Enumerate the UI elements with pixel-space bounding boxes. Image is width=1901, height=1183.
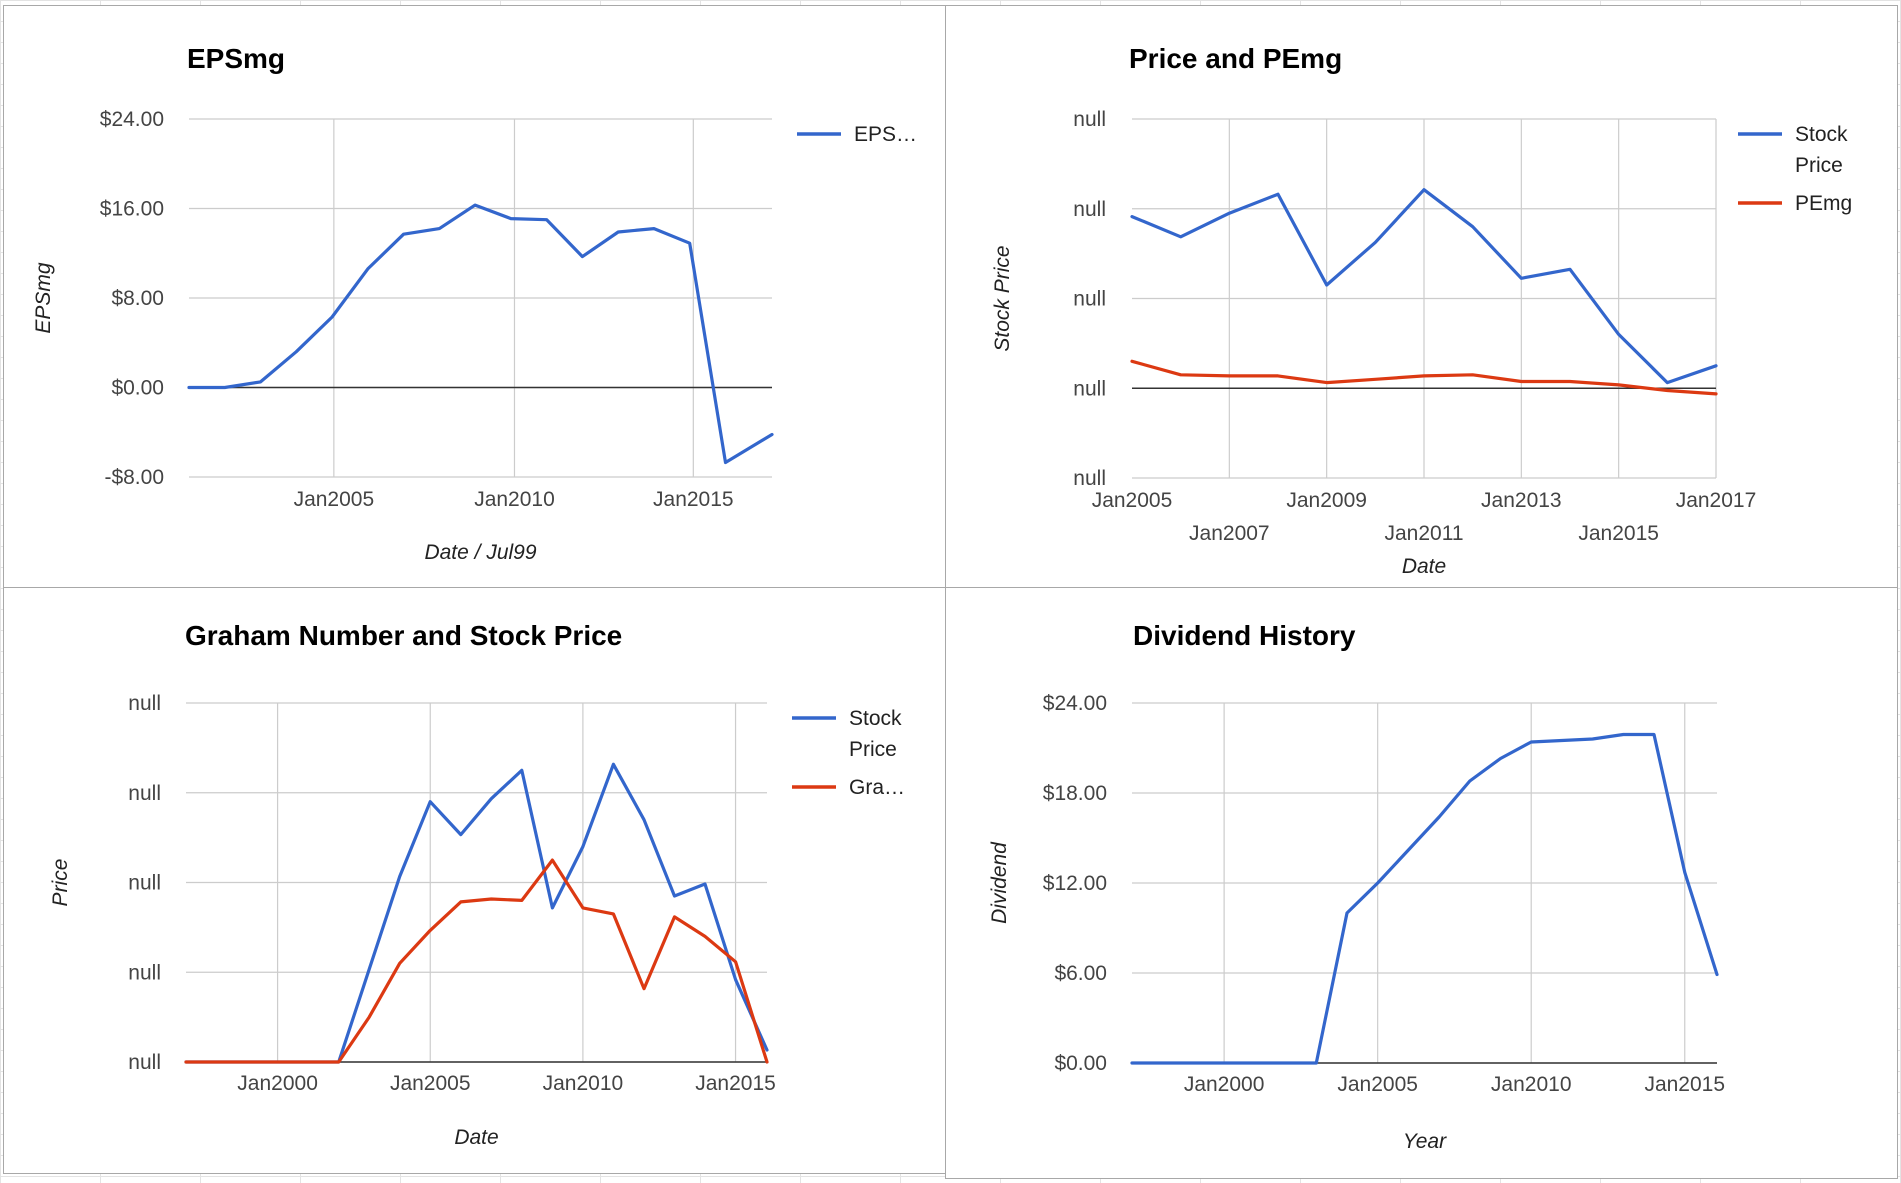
x-tick-label: Jan2015 — [653, 488, 734, 511]
legend-entry[interactable]: Gra… — [792, 776, 905, 799]
x-tick-label: Jan2005 — [1337, 1073, 1418, 1096]
y-tick-label: $0.00 — [111, 377, 164, 400]
x-axis-title: Date / Jul99 — [424, 541, 536, 564]
chart-panel-epsmg[interactable]: EPSmg $24.00 $16.00 $8.00 $0.00 -$8.00 Jan2005… — [3, 5, 948, 589]
series-line-0[interactable] — [1130, 188, 1718, 385]
legend-label: Stock — [849, 707, 902, 730]
chart-title: Graham Number and Stock Price — [185, 620, 622, 651]
y-tick-label: -$8.00 — [104, 466, 164, 489]
x-tick-label: Jan2015 — [1644, 1073, 1725, 1096]
legend-entry[interactable]: Stock Price — [1738, 123, 1848, 177]
chart-panel-price-and-pemg[interactable]: Price and PEmg null null null null null Jan200… — [945, 5, 1898, 589]
chart-svg: Price and PEmgnullnullnullnullnullJan200… — [991, 43, 1852, 578]
legend-label: EPS… — [854, 123, 917, 146]
x-tick-label: Jan2011 — [1384, 522, 1463, 545]
chart-svg: Dividend History $24.00 $18.00 $12.00 $6.00 $… — [988, 620, 1725, 1153]
y-tick-label: null — [128, 692, 161, 715]
chart-panel-graham-number[interactable]: Graham Number and Stock Price null null nul… — [3, 587, 948, 1174]
series-line-1[interactable] — [184, 858, 769, 1064]
x-tick-label: Jan2009 — [1286, 489, 1367, 512]
y-tick-label: $18.00 — [1043, 782, 1107, 805]
x-tick-label: Jan2010 — [543, 1072, 624, 1095]
chart-svg: EPSmg $24.00 $16.00 $8.00 $0.00 -$8.00 Jan2005… — [32, 43, 917, 564]
y-tick-label: $24.00 — [1043, 692, 1107, 715]
y-tick-label: $0.00 — [1054, 1052, 1107, 1075]
x-tick-label: Jan2015 — [695, 1072, 776, 1095]
y-tick-label: null — [1073, 198, 1106, 221]
y-tick-label: null — [128, 872, 161, 895]
series-line-0[interactable] — [1130, 732, 1719, 1065]
x-axis-title: Date — [454, 1126, 498, 1149]
chart-title: EPSmg — [187, 43, 285, 74]
y-tick-label: null — [1073, 377, 1106, 400]
x-tick-label: Jan2000 — [1184, 1073, 1265, 1096]
x-axis-title: Date — [1402, 555, 1446, 578]
legend-label: Gra… — [849, 776, 905, 799]
y-axis-title: Price — [49, 859, 72, 907]
x-tick-label: Jan2013 — [1481, 489, 1562, 512]
chart-svg: Graham Number and Stock Price null null nul… — [49, 620, 905, 1149]
chart-title: Price and PEmg — [1129, 43, 1342, 74]
x-tick-label: Jan2005 — [390, 1072, 471, 1095]
x-tick-label: Jan2005 — [294, 488, 375, 511]
x-tick-label: Jan2007 — [1189, 522, 1270, 545]
y-tick-label: $16.00 — [100, 198, 164, 221]
series-line-1[interactable] — [1130, 359, 1718, 396]
y-tick-label: null — [1073, 467, 1106, 490]
y-tick-label: null — [1073, 108, 1106, 131]
legend-entry[interactable]: Stock Price — [792, 707, 902, 761]
y-axis-title: EPSmg — [32, 262, 55, 334]
chart-title: Dividend History — [1133, 620, 1356, 651]
legend-entry[interactable]: PEmg — [1738, 192, 1852, 215]
x-tick-label: Jan2010 — [474, 488, 555, 511]
legend-label: PEmg — [1795, 192, 1852, 215]
x-tick-label: Jan2015 — [1578, 522, 1659, 545]
legend-entry[interactable]: EPS… — [797, 123, 917, 146]
legend-label: Price — [849, 738, 897, 761]
x-axis-title: Year — [1403, 1130, 1447, 1153]
legend-label: Stock — [1795, 123, 1848, 146]
y-tick-label: null — [1073, 288, 1106, 311]
y-tick-label: $12.00 — [1043, 872, 1107, 895]
y-tick-label: null — [128, 782, 161, 805]
series-line-0[interactable] — [187, 203, 774, 465]
chart-panel-dividend-history[interactable]: Dividend History $24.00 $18.00 $12.00 $6.00 $… — [945, 587, 1898, 1179]
y-tick-label: $6.00 — [1054, 962, 1107, 985]
y-tick-label: null — [128, 961, 161, 984]
y-tick-label: $8.00 — [111, 287, 164, 310]
y-axis-title: Stock Price — [991, 245, 1014, 351]
x-tick-label: Jan2005 — [1092, 489, 1173, 512]
legend-label: Price — [1795, 154, 1843, 177]
series-line-0[interactable] — [184, 762, 769, 1064]
y-tick-label: $24.00 — [100, 108, 164, 131]
y-tick-label: null — [128, 1051, 161, 1074]
y-axis-title: Dividend — [988, 841, 1011, 924]
x-tick-label: Jan2017 — [1676, 489, 1757, 512]
x-tick-label: Jan2010 — [1491, 1073, 1572, 1096]
x-tick-label: Jan2000 — [237, 1072, 318, 1095]
